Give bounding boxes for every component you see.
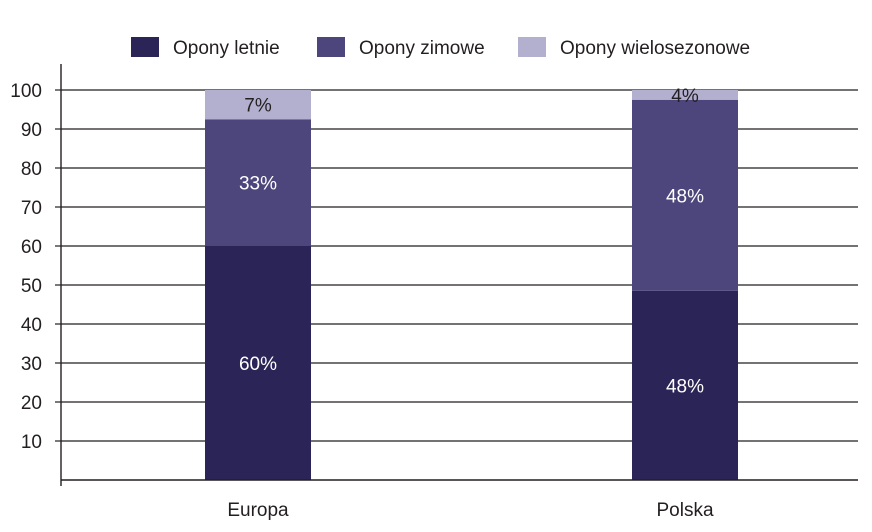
bars: 60% 33% 7% 48% 48% 4% [205, 86, 738, 480]
legend-swatch [518, 37, 546, 57]
data-label: 4% [671, 86, 699, 107]
legend-label: Opony letnie [173, 38, 280, 59]
y-tick-label: 20 [21, 393, 42, 414]
data-label: 48% [666, 186, 704, 207]
y-tick-label: 30 [21, 354, 42, 375]
bar-segment [632, 90, 738, 100]
data-label: 33% [239, 174, 277, 195]
y-tick-label: 90 [21, 120, 42, 141]
legend-label: Opony wielosezonowe [560, 38, 750, 59]
data-label: 7% [244, 96, 272, 117]
legend-label: Opony zimowe [359, 38, 485, 59]
y-tick-label: 100 [10, 81, 42, 102]
legend-swatch [131, 37, 159, 57]
legend: Opony letnie Opony zimowe Opony wielosezon… [131, 37, 750, 59]
y-axis: 10 20 30 40 50 60 70 80 90 100 [10, 64, 62, 486]
bar-segment [205, 119, 311, 246]
y-tick-label: 80 [21, 159, 42, 180]
bar-segment [632, 99, 738, 291]
y-tick-label: 60 [21, 237, 42, 258]
data-label: 60% [239, 354, 277, 375]
x-axis: Europa Polska [61, 479, 858, 521]
legend-swatch [317, 37, 345, 57]
gridlines [61, 89, 858, 442]
bar-segment [632, 290, 738, 480]
bar-segment [205, 90, 311, 120]
y-tick-label: 50 [21, 276, 42, 297]
x-category-label: Europa [227, 500, 289, 521]
data-label: 48% [666, 376, 704, 397]
bar-segment [205, 246, 311, 480]
x-category-label: Polska [656, 500, 713, 521]
y-tick-label: 40 [21, 315, 42, 336]
y-tick-label: 10 [21, 432, 42, 453]
y-tick-label: 70 [21, 198, 42, 219]
